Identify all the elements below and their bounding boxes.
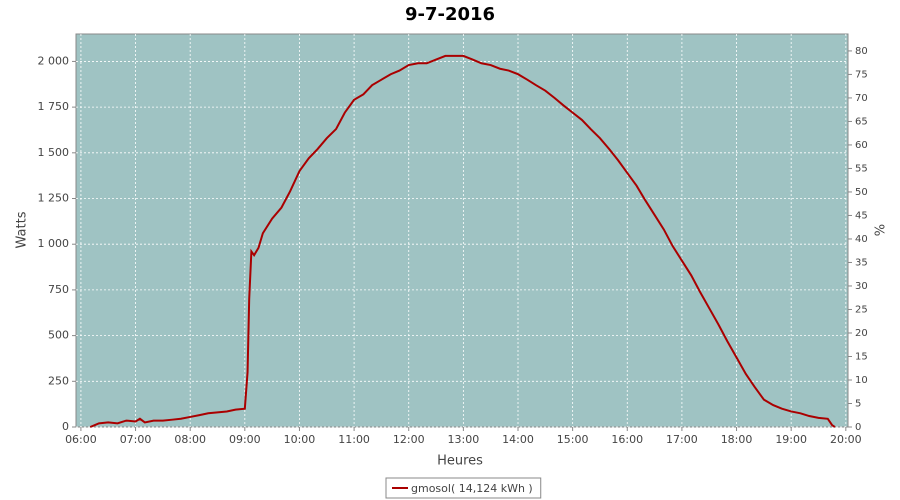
y-tick-label: 1 750 xyxy=(38,100,70,113)
y2-tick-label: 25 xyxy=(855,304,868,315)
y2-tick-label: 55 xyxy=(855,163,868,174)
y2-tick-label: 0 xyxy=(855,422,861,433)
x-tick-label: 13:00 xyxy=(448,433,480,446)
x-tick-label: 15:00 xyxy=(557,433,589,446)
y2-tick-label: 75 xyxy=(855,69,868,80)
y2-tick-label: 40 xyxy=(855,234,868,245)
x-tick-label: 12:00 xyxy=(393,433,425,446)
x-tick-label: 06:00 xyxy=(65,433,97,446)
x-tick-label: 16:00 xyxy=(611,433,643,446)
x-tick-label: 20:00 xyxy=(830,433,862,446)
legend-box xyxy=(385,477,542,499)
legend: gmosol( 14,124 kWh ) xyxy=(385,477,542,499)
y2-tick-label: 50 xyxy=(855,187,868,198)
y2-axis-label: % xyxy=(874,224,889,236)
y2-tick-label: 70 xyxy=(855,93,868,104)
y-tick-label: 1 500 xyxy=(38,146,70,159)
y-axis-label: Watts xyxy=(15,211,30,248)
y-tick-label: 2 000 xyxy=(38,54,70,67)
x-axis-label: Heures xyxy=(437,454,483,469)
chart-title: 9-7-2016 xyxy=(405,4,495,25)
y-tick-label: 0 xyxy=(62,420,69,433)
x-tick-label: 19:00 xyxy=(775,433,807,446)
x-tick-label: 07:00 xyxy=(120,433,152,446)
legend-label: gmosol( 14,124 kWh ) xyxy=(411,482,533,495)
plot-area xyxy=(75,33,849,428)
x-tick-label: 11:00 xyxy=(338,433,370,446)
y-tick-label: 500 xyxy=(48,329,69,342)
y2-tick-label: 35 xyxy=(855,257,868,268)
x-tick-label: 10:00 xyxy=(284,433,316,446)
y2-tick-label: 15 xyxy=(855,351,868,362)
y-tick-label: 750 xyxy=(48,283,69,296)
y2-tick-label: 60 xyxy=(855,140,868,151)
x-tick-label: 17:00 xyxy=(666,433,698,446)
y2-tick-label: 5 xyxy=(855,398,861,409)
x-tick-label: 09:00 xyxy=(229,433,261,446)
x-tick-label: 14:00 xyxy=(502,433,534,446)
y2-tick-label: 10 xyxy=(855,375,868,386)
y2-tick-label: 65 xyxy=(855,116,868,127)
y2-tick-label: 80 xyxy=(855,46,868,57)
y-tick-label: 1 000 xyxy=(38,237,70,250)
y2-tick-label: 30 xyxy=(855,281,868,292)
x-tick-label: 08:00 xyxy=(174,433,206,446)
x-tick-label: 18:00 xyxy=(721,433,753,446)
data-line xyxy=(89,54,836,428)
y-tick-label: 250 xyxy=(48,374,69,387)
y-tick-label: 1 250 xyxy=(38,192,70,205)
y2-tick-label: 20 xyxy=(855,328,868,339)
y2-tick-label: 45 xyxy=(855,210,868,221)
